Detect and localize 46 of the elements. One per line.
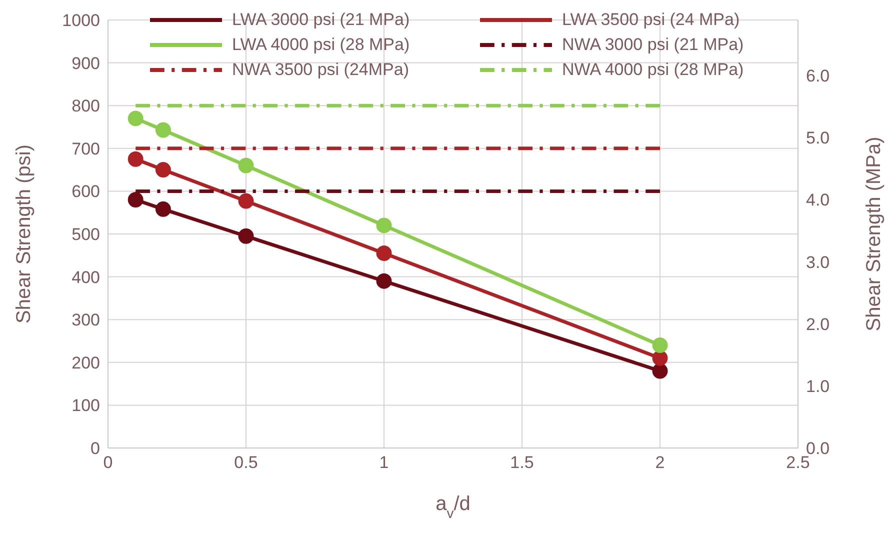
point	[238, 228, 254, 244]
y-tick-label: 800	[72, 96, 100, 116]
point	[155, 162, 171, 178]
y2-tick-label: 4.0	[806, 190, 830, 210]
y2-tick-label: 3.0	[806, 252, 830, 272]
point	[155, 122, 171, 138]
point	[376, 218, 392, 234]
point	[238, 158, 254, 174]
y2-axis-title: Shear Strength (MPa)	[863, 136, 886, 332]
y-tick-label: 500	[72, 225, 100, 244]
y-tick-label: 600	[72, 182, 100, 202]
y-tick-label: 1000	[62, 11, 100, 30]
x-axis-title: a$_{v}$/d	[436, 493, 470, 521]
point	[128, 192, 144, 208]
legend-label: LWA 3500 psi (24 MPa)	[562, 10, 740, 30]
y2-tick-label: 5.0	[806, 128, 830, 148]
y-tick-label: 100	[72, 396, 100, 416]
y-tick-label: 200	[72, 353, 100, 372]
legend-label: NWA 3500 psi (24MPa)	[232, 60, 409, 80]
y-tick-label: 400	[72, 268, 100, 287]
point	[155, 201, 171, 217]
legend-label: NWA 4000 psi (28 MPa)	[562, 60, 744, 80]
point	[376, 273, 392, 289]
y-tick-label: 300	[72, 310, 100, 330]
x-tick-label: 1	[379, 453, 389, 472]
legend-label: LWA 4000 psi (28 MPa)	[232, 35, 410, 55]
y-tick-label: 0	[90, 439, 100, 458]
legend-label: NWA 3000 psi (21 MPa)	[562, 35, 744, 55]
y-tick-label: 700	[72, 139, 100, 158]
y-axis-title: Shear Strength (psi)	[13, 144, 36, 324]
point	[128, 151, 144, 167]
point	[238, 193, 254, 209]
x-tick-label: 0	[103, 453, 113, 472]
point	[376, 246, 392, 262]
y2-tick-label: 2.0	[806, 314, 830, 334]
x-tick-label: 0.5	[234, 453, 258, 472]
x-tick-label: 2	[655, 453, 665, 472]
y2-tick-label: 6.0	[806, 66, 830, 86]
point	[652, 363, 668, 379]
point	[652, 338, 668, 354]
legend-label: LWA 3000 psi (21 MPa)	[232, 10, 410, 30]
point	[652, 350, 668, 366]
x-tick-label: 1.5	[510, 453, 534, 472]
y2-tick-label: 1.0	[806, 376, 830, 396]
y-tick-label: 900	[72, 54, 100, 73]
point	[128, 110, 144, 126]
